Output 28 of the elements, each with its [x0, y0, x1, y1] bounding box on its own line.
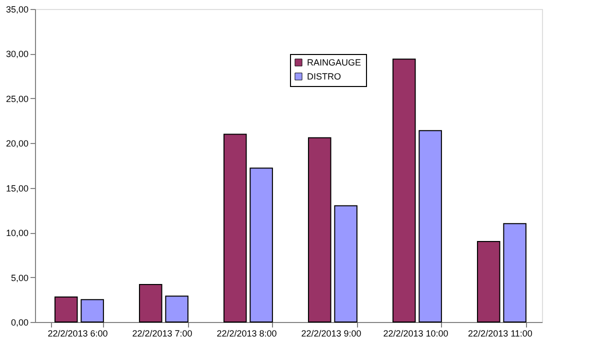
bar — [503, 223, 526, 322]
x-tick-label: 22/2/2013 7:00 — [132, 328, 192, 338]
x-tick-label: 22/2/2013 10:00 — [383, 328, 448, 338]
y-tick-label: 5,00 — [10, 272, 28, 283]
bar — [476, 241, 500, 322]
bar — [80, 299, 104, 322]
y-tick-label: 30,00 — [6, 49, 28, 60]
bar — [138, 284, 162, 322]
bar — [250, 168, 273, 322]
legend-label: RAINGAUGE — [307, 58, 362, 68]
y-tick-label: 10,00 — [6, 228, 28, 238]
bar — [223, 134, 247, 322]
x-tick-label: 22/2/2013 9:00 — [301, 328, 362, 338]
y-tick-label: 0,00 — [10, 318, 28, 328]
bar — [54, 296, 78, 322]
y-tick-label: 20,00 — [6, 138, 28, 149]
legend-label: DISTRO — [307, 72, 342, 82]
x-tick-label: 22/2/2013 6:00 — [48, 328, 108, 338]
bar — [308, 137, 332, 322]
y-tick-label: 25,00 — [6, 94, 28, 104]
y-tick-label: 15,00 — [6, 183, 28, 194]
bar — [418, 130, 442, 322]
bar — [165, 296, 188, 322]
bar — [334, 205, 358, 322]
x-tick-label: 22/2/2013 11:00 — [468, 328, 532, 338]
y-tick-label: 35,00 — [6, 4, 28, 14]
bar — [392, 58, 416, 322]
x-tick-label: 22/2/2013 8:00 — [216, 328, 277, 338]
